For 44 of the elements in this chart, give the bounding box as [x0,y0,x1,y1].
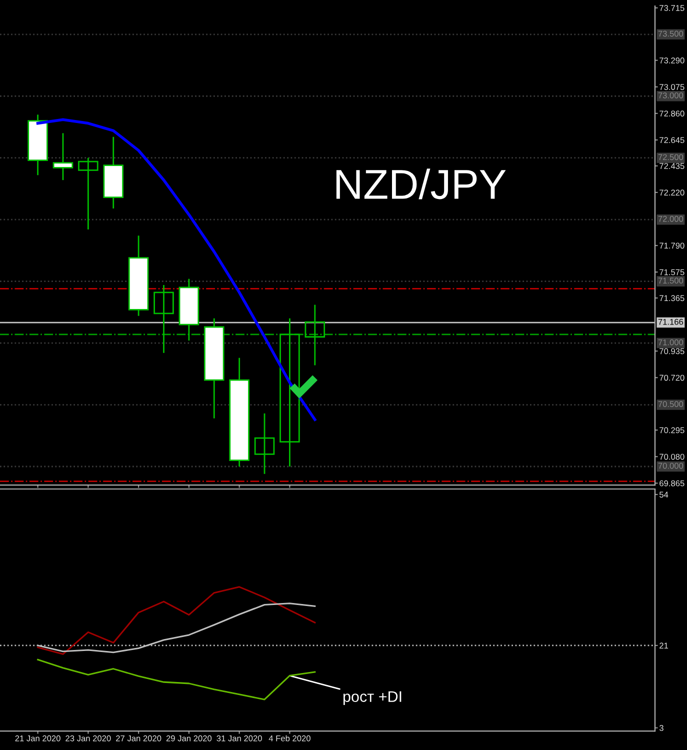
line-series [36,118,316,421]
candlestick [304,304,326,366]
ref-line-label: 72.500 [658,154,684,160]
x-tick-label: 21 Jan 2020 [15,735,60,742]
ref-line-label: 70.500 [658,401,684,408]
ref-line-label: 71.500 [658,278,684,284]
y-tick-label: 70.295 [660,427,684,434]
ref-line-label: 73.000 [658,92,684,98]
y-tick-label: 21 [660,642,668,648]
candlestick [280,318,300,468]
y-tick-label: 71.790 [660,242,684,249]
ref-line-label: 70.000 [658,462,684,469]
y-tick-label: 73.290 [660,58,684,64]
y-tick-label: 72.220 [660,190,684,196]
y-tick-label: 3 [659,725,664,731]
y-tick-label: 69.865 [660,480,684,486]
candlestick [154,284,174,354]
y-tick-label: 72.435 [660,163,684,169]
y-tick-label: 73.075 [660,84,684,90]
line-series [37,658,316,700]
y-tick-label: 54 [659,492,668,498]
y-tick-label: 70.080 [660,454,684,460]
candlestick [254,412,275,475]
x-tick-label: 29 Jan 2020 [166,735,212,742]
y-tick-label: 70.935 [660,348,684,354]
candlestick [78,157,98,230]
x-tick-label: 23 Jan 2020 [66,735,111,742]
ref-line-label: 71.166 [658,318,684,325]
line-series [37,586,316,655]
y-tick-label: 71.575 [660,269,684,276]
candlestick [52,132,74,181]
ref-line-label: 72.000 [658,216,684,222]
x-tick-label: 27 Jan 2020 [116,735,162,742]
y-tick-label: 70.720 [660,374,684,381]
x-tick-label: 31 Jan 2020 [216,735,262,742]
y-tick-label: 71.365 [660,295,684,302]
y-tick-label: 72.860 [660,110,684,117]
x-tick-label: 4 Feb 2020 [268,735,310,742]
annotation: рост +DI [343,691,402,706]
ref-line-label: 73.500 [658,30,684,37]
y-tick-label: 73.715 [660,5,684,11]
text: NZD/JPY [336,168,506,200]
y-tick-label: 72.645 [660,137,684,144]
ref-line-label: 71.000 [658,339,684,346]
